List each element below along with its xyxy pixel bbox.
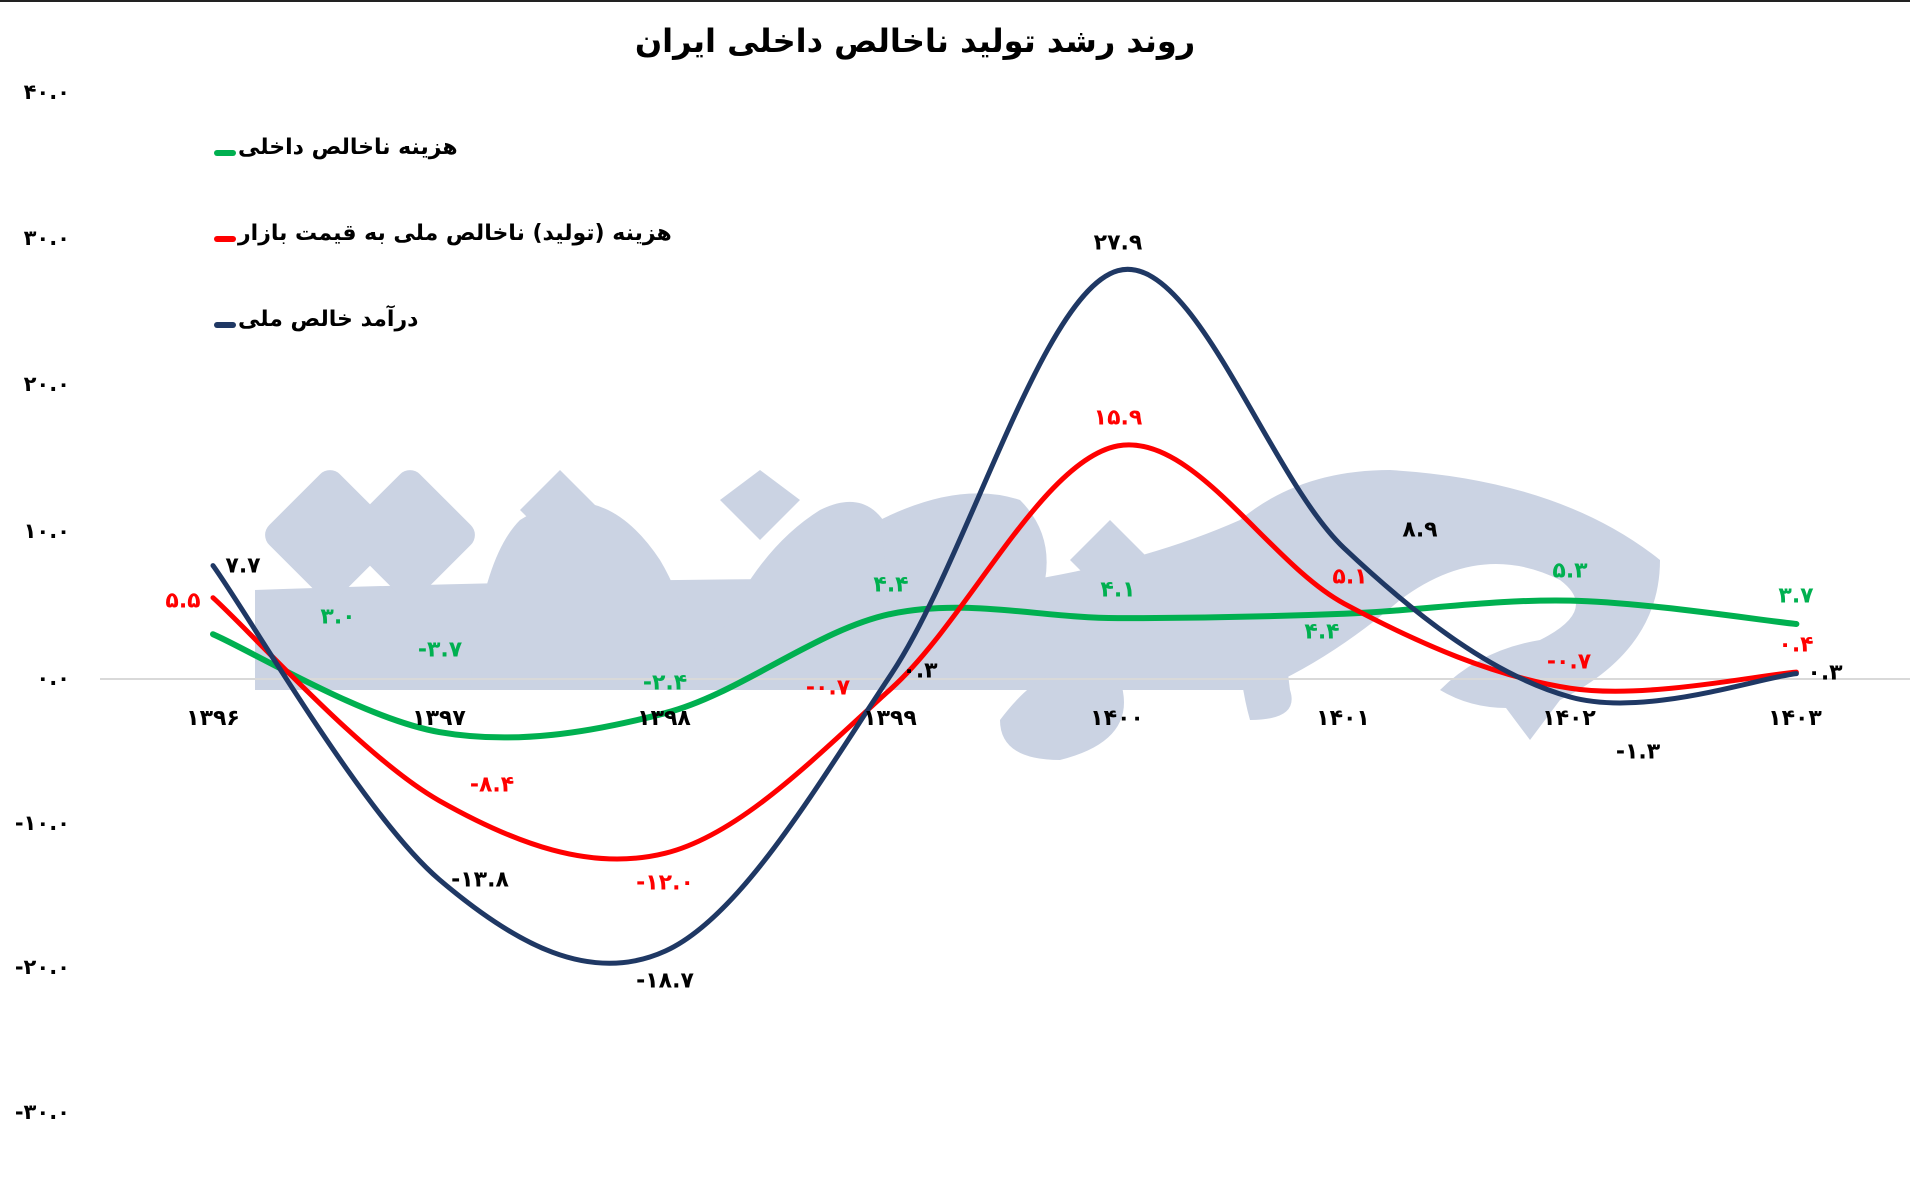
x-tick-1401: ۱۴۰۱ bbox=[1316, 706, 1370, 731]
data-label: ۰.۴ bbox=[1778, 632, 1814, 658]
data-label: ۷.۷ bbox=[225, 553, 261, 579]
data-label: ۱۵.۹ bbox=[1093, 405, 1143, 431]
y-tick-0: ۰.۰ bbox=[36, 666, 70, 690]
data-label: -۰.۷ bbox=[805, 675, 851, 701]
data-label: -۱۲.۰ bbox=[636, 870, 694, 896]
legend-swatch-green-icon bbox=[214, 149, 236, 156]
data-label: ۳.۷ bbox=[1778, 583, 1814, 609]
series-line-green bbox=[210, 597, 1800, 741]
top-border bbox=[0, 0, 1910, 2]
data-label: -۰.۷ bbox=[1546, 649, 1592, 675]
legend-item-blue[interactable]: درآمد خالص ملی bbox=[214, 307, 418, 332]
legend-label: درآمد خالص ملی bbox=[238, 307, 419, 332]
data-label: ۴.۴ bbox=[873, 572, 909, 598]
data-label: ۲۷.۹ bbox=[1093, 230, 1143, 256]
data-label: ۵.۵ bbox=[165, 588, 201, 614]
data-label: -۳.۷ bbox=[417, 637, 463, 663]
x-tick-1399: ۱۳۹۹ bbox=[863, 706, 917, 731]
x-tick-1397: ۱۳۹۷ bbox=[412, 706, 466, 731]
y-tick-30: ۳۰.۰ bbox=[23, 226, 70, 250]
y-tick-40: ۴۰.۰ bbox=[23, 80, 70, 104]
data-label: ۰.۳ bbox=[902, 658, 938, 684]
x-tick-1398: ۱۳۹۸ bbox=[637, 706, 691, 731]
y-tick-minus-30: -۳۰.۰ bbox=[14, 1100, 70, 1124]
legend-label: هزینه ناخالص داخلی bbox=[238, 135, 458, 160]
x-tick-1396: ۱۳۹۶ bbox=[186, 706, 240, 731]
data-label: -۲.۴ bbox=[642, 670, 688, 696]
data-label: -۸.۴ bbox=[469, 772, 515, 798]
legend-swatch-red-icon bbox=[214, 235, 236, 242]
data-label: -۱۸.۷ bbox=[636, 968, 694, 994]
y-tick-20: ۲۰.۰ bbox=[23, 372, 70, 396]
data-label: ۸.۹ bbox=[1402, 517, 1438, 543]
legend-item-green[interactable]: هزینه ناخالص داخلی bbox=[214, 135, 458, 160]
data-label: ۰.۳ bbox=[1807, 660, 1843, 686]
data-label: ۴.۴ bbox=[1304, 619, 1340, 645]
y-tick-minus-20: -۲۰.۰ bbox=[14, 955, 70, 979]
data-label: ۵.۱ bbox=[1332, 564, 1368, 590]
data-label: -۱.۳ bbox=[1615, 739, 1661, 765]
series-line-blue bbox=[210, 266, 1799, 966]
legend-label: هزینه (تولید) ناخالص ملی به قیمت بازار bbox=[238, 221, 672, 246]
legend-swatch-blue-icon bbox=[214, 321, 236, 328]
data-label: ۴.۱ bbox=[1100, 577, 1136, 603]
legend-item-red[interactable]: هزینه (تولید) ناخالص ملی به قیمت بازار bbox=[214, 221, 672, 246]
x-tick-1403: ۱۴۰۳ bbox=[1768, 706, 1822, 731]
chart-title: روند رشد تولید ناخالص داخلی ایران bbox=[634, 22, 1196, 60]
data-label: ۵.۳ bbox=[1552, 558, 1588, 584]
data-label: -۱۳.۸ bbox=[451, 867, 509, 893]
x-tick-1402: ۱۴۰۲ bbox=[1542, 706, 1596, 731]
y-tick-minus-10: -۱۰.۰ bbox=[14, 811, 70, 835]
y-tick-10: ۱۰.۰ bbox=[23, 519, 70, 543]
data-label: ۳.۰ bbox=[320, 604, 356, 630]
x-tick-1400: ۱۴۰۰ bbox=[1090, 706, 1144, 731]
